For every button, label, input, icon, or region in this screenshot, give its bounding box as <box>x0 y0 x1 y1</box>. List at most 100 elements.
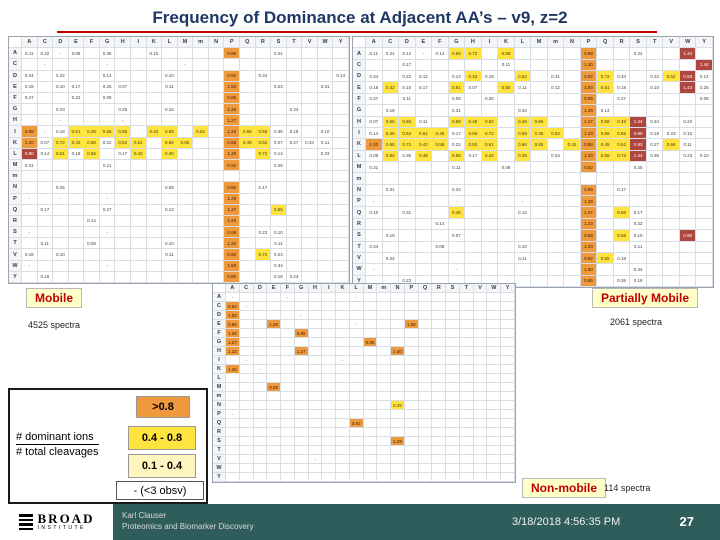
heatmap-cell: 0.61 <box>481 139 499 151</box>
heatmap-cell <box>382 264 400 276</box>
heatmap-cell <box>498 241 515 253</box>
heatmap-cell: 0.07 <box>271 137 287 149</box>
heatmap-cell <box>465 161 482 174</box>
heatmap-cell <box>115 260 131 272</box>
heatmap-cell: 0.85 <box>363 338 378 347</box>
heatmap-cell <box>146 70 163 82</box>
heatmap-cell: 0.52 <box>382 150 400 162</box>
heatmap-cell <box>255 159 272 172</box>
heatmap-cell <box>404 437 419 446</box>
heatmap-cell <box>547 173 565 185</box>
heatmap-cell <box>564 82 581 94</box>
heatmap-cell: 0.34 <box>255 70 272 82</box>
heatmap-cell <box>547 105 565 117</box>
heatmap-cell <box>322 410 337 419</box>
heatmap-cell: 0.52 <box>193 126 209 138</box>
heatmap-cell <box>53 227 69 239</box>
heatmap-cell <box>415 173 433 185</box>
heatmap-col-header: V <box>663 37 680 49</box>
heatmap-cell <box>336 410 350 419</box>
heatmap-cell: 0.48 <box>84 126 100 138</box>
heatmap-cell <box>22 182 38 194</box>
heatmap-cell <box>646 230 664 242</box>
heatmap-cell <box>531 196 548 208</box>
heatmap-cell <box>547 161 565 174</box>
heatmap-cell: 0.52 <box>514 71 532 83</box>
heatmap-cell <box>267 347 282 356</box>
heatmap-cell <box>377 401 392 410</box>
heatmap-row-header: T <box>9 238 22 250</box>
heatmap-cell: 0.10 <box>679 127 697 140</box>
heatmap-cell <box>481 161 499 174</box>
heatmap-cell <box>498 127 515 140</box>
heatmap-cell: 1.27 <box>580 207 598 219</box>
heatmap-cell <box>481 196 499 208</box>
heatmap-cell <box>399 173 416 185</box>
heatmap-cell <box>432 410 447 419</box>
footer-bar: BROAD INSTITUTE Karl Clauser Proteomics … <box>0 504 720 540</box>
heatmap-cell <box>465 59 482 72</box>
heatmap-cell <box>531 218 548 231</box>
heatmap-cell <box>146 227 163 239</box>
heatmap-cell <box>363 437 378 446</box>
heatmap-cell <box>37 249 54 261</box>
heatmap-cell <box>363 365 378 374</box>
heatmap-col-header: M <box>177 37 194 49</box>
heatmap-row-header: C <box>9 59 22 71</box>
heatmap-cell <box>391 464 405 473</box>
heatmap-cell <box>37 92 54 105</box>
heatmap-cell <box>531 275 548 287</box>
heatmap-cell <box>239 473 254 482</box>
heatmap-cell <box>162 227 178 239</box>
heatmap-cell <box>663 150 680 162</box>
heatmap-cell <box>177 249 194 261</box>
heatmap-cell <box>446 419 460 428</box>
heatmap-cell <box>696 230 713 242</box>
heatmap-cell <box>317 48 334 60</box>
heatmap-cell <box>531 48 548 60</box>
heatmap-cell: 0.34 <box>302 137 318 149</box>
heatmap-cell <box>366 218 383 231</box>
partially-mobile-label: Partially Mobile <box>592 288 699 308</box>
heatmap-cell <box>302 148 318 160</box>
heatmap-cell <box>473 374 488 383</box>
heatmap-cell <box>317 215 334 228</box>
heatmap-cell: 0.22 <box>37 48 54 60</box>
heatmap-cell: 0.72 <box>613 150 631 162</box>
heatmap-cell <box>446 464 460 473</box>
heatmap-cell <box>404 473 419 482</box>
heatmap-cell <box>322 320 337 329</box>
heatmap-cell <box>226 464 240 473</box>
heatmap-cell <box>308 383 323 392</box>
heatmap-cell: 0.07 <box>366 116 383 128</box>
heatmap-row-header: P <box>9 193 22 205</box>
heatmap-cell: 0.85 <box>226 320 240 329</box>
heatmap-col-header: Y <box>333 37 349 49</box>
heatmap-cell <box>84 115 100 127</box>
heatmap-cell <box>239 293 254 302</box>
heatmap-cell <box>177 182 194 194</box>
heatmap-cell <box>115 70 131 82</box>
heatmap-cell: 0.52 <box>663 71 680 83</box>
heatmap-cell <box>399 196 416 208</box>
heatmap-cell <box>281 446 295 455</box>
heatmap-cell <box>302 215 318 228</box>
heatmap-cell <box>547 207 565 219</box>
heatmap-cell: 0.14 <box>597 105 614 117</box>
heatmap-cell <box>498 93 515 106</box>
heatmap-cell <box>286 227 303 239</box>
heatmap-cell <box>99 171 116 183</box>
heatmap-cell <box>162 159 178 172</box>
heatmap-cell <box>363 302 378 311</box>
heatmap-cell <box>432 302 447 311</box>
heatmap-cell <box>501 374 515 383</box>
heatmap-cell <box>322 392 337 401</box>
heatmap-cell <box>487 383 502 392</box>
heatmap-cell <box>271 59 287 71</box>
heatmap-cell: 0.36 <box>481 93 499 106</box>
heatmap-cell <box>377 356 392 365</box>
heatmap-cell <box>22 171 38 183</box>
heatmap-cell <box>459 365 474 374</box>
heatmap-cell <box>448 241 466 253</box>
heatmap-cell <box>302 126 318 138</box>
